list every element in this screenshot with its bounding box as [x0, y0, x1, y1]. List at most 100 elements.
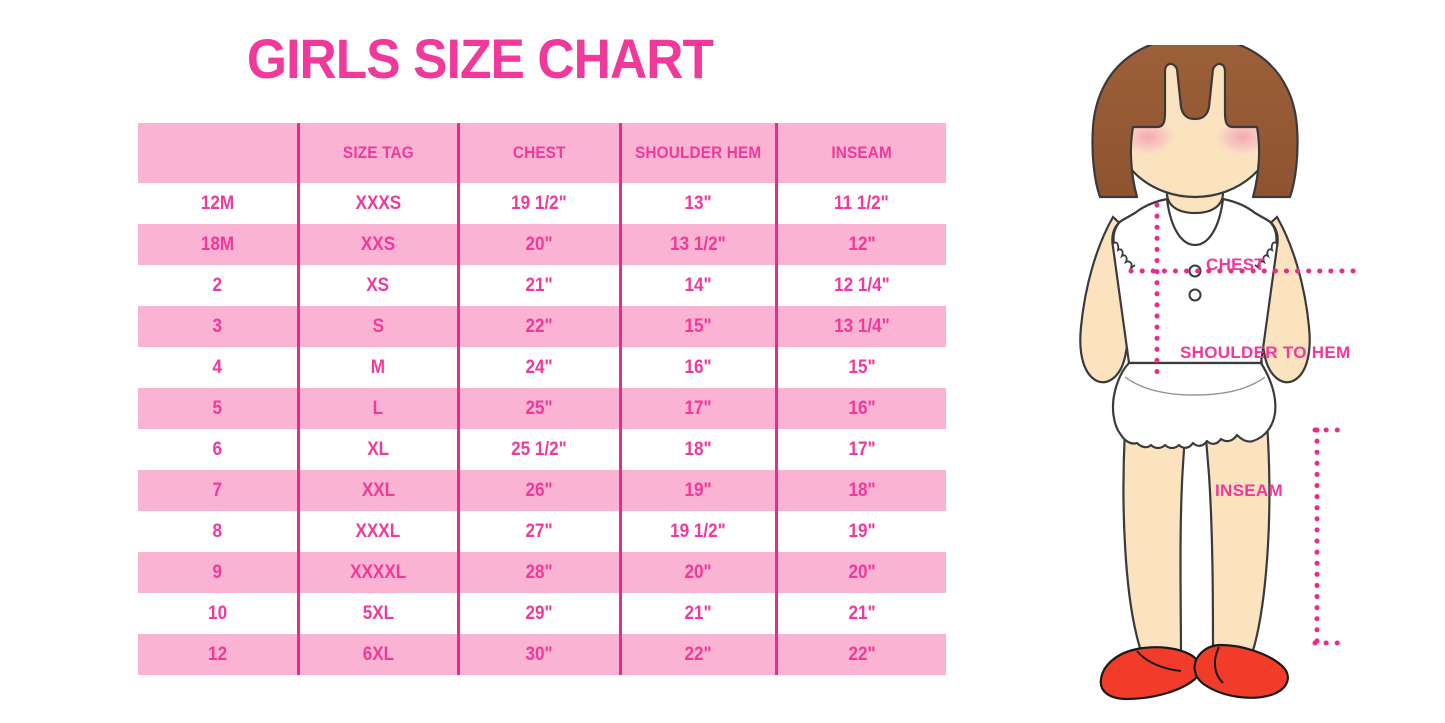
cell-chest-value: 24"	[525, 356, 553, 378]
cell-size-value: 12M	[200, 192, 234, 214]
cell-shoulder-hem: 19 1/2"	[618, 511, 776, 552]
cell-shoulder-hem-value: 20"	[684, 561, 712, 583]
column-header-size-tag: SIZE TAG	[296, 123, 458, 183]
table-header-row: SIZE TAG CHEST SHOULDER HEM INSEAM	[138, 123, 946, 183]
table-row: 6 XL 25 1/2" 18" 17"	[138, 429, 946, 470]
cell-shoulder-hem: 13"	[618, 183, 776, 224]
cell-size-value: 12	[207, 643, 227, 665]
cell-shoulder-hem: 20"	[618, 552, 776, 593]
cell-size: 2	[138, 265, 298, 306]
cell-shoulder-hem: 18"	[618, 429, 776, 470]
cell-size-tag-value: XXXS	[355, 192, 401, 214]
cell-shoulder-hem-value: 14"	[684, 274, 712, 296]
cell-size-tag-value: 5XL	[362, 602, 394, 624]
cell-size-tag: 5XL	[296, 593, 458, 634]
table-row: 9 XXXXL 28" 20" 20"	[138, 552, 946, 593]
cell-size: 18M	[138, 224, 298, 265]
cell-shoulder-hem-value: 15"	[684, 315, 712, 337]
cell-inseam-value: 22"	[848, 643, 876, 665]
cell-shoulder-hem-value: 13 1/2"	[670, 233, 726, 255]
cell-size-tag: 6XL	[296, 634, 458, 675]
cell-size: 9	[138, 552, 298, 593]
cell-size-value: 9	[212, 561, 223, 583]
cell-inseam-value: 19"	[848, 520, 876, 542]
cell-chest: 19 1/2"	[456, 183, 620, 224]
table-row: 12 6XL 30" 22" 22"	[138, 634, 946, 675]
cell-size-value: 8	[212, 520, 223, 542]
cell-chest: 29"	[456, 593, 620, 634]
cell-inseam-value: 13 1/4"	[833, 315, 890, 337]
column-header-chest-label: CHEST	[512, 143, 566, 162]
cell-chest: 28"	[456, 552, 620, 593]
inseam-callout-label: INSEAM	[1215, 481, 1283, 500]
cell-size-value: 6	[212, 438, 223, 460]
cell-inseam: 22"	[774, 634, 946, 675]
cell-chest-value: 22"	[525, 315, 553, 337]
cell-size-value: 10	[207, 602, 227, 624]
cell-inseam-value: 20"	[848, 561, 876, 583]
cell-size-tag-value: S	[372, 315, 384, 337]
cell-shoulder-hem: 14"	[618, 265, 776, 306]
cell-inseam-value: 12"	[848, 233, 876, 255]
button-lower	[1188, 288, 1202, 302]
table-row: 7 XXL 26" 19" 18"	[138, 470, 946, 511]
cell-size: 12M	[138, 183, 298, 224]
chest-callout-label: CHEST	[1206, 255, 1266, 274]
skirt-garment	[1111, 361, 1277, 450]
cell-shoulder-hem: 19"	[618, 470, 776, 511]
cell-size-tag-value: M	[370, 356, 386, 378]
cell-chest-value: 28"	[525, 561, 553, 583]
cell-inseam: 18"	[774, 470, 946, 511]
top-garment	[1111, 197, 1279, 365]
cell-shoulder-hem: 21"	[618, 593, 776, 634]
cell-shoulder-hem-value: 19 1/2"	[670, 520, 726, 542]
cell-shoulder-hem-value: 21"	[684, 602, 712, 624]
cell-chest: 25"	[456, 388, 620, 429]
table-row: 4 M 24" 16" 15"	[138, 347, 946, 388]
cell-size: 12	[138, 634, 298, 675]
cell-size-value: 7	[212, 479, 223, 501]
cell-size-value: 5	[212, 397, 223, 419]
cell-size: 6	[138, 429, 298, 470]
table-row: 3 S 22" 15" 13 1/4"	[138, 306, 946, 347]
cell-size-tag: S	[296, 306, 458, 347]
cell-inseam: 20"	[774, 552, 946, 593]
cell-inseam-value: 12 1/4"	[833, 274, 890, 296]
cell-shoulder-hem: 17"	[618, 388, 776, 429]
head-group	[1091, 35, 1299, 199]
cell-size: 3	[138, 306, 298, 347]
cell-chest: 25 1/2"	[456, 429, 620, 470]
cell-shoulder-hem-value: 13"	[684, 192, 712, 214]
shoes-group	[1099, 643, 1289, 701]
cell-size: 7	[138, 470, 298, 511]
cell-chest-value: 20"	[525, 233, 553, 255]
cell-size: 8	[138, 511, 298, 552]
cell-inseam: 12"	[774, 224, 946, 265]
cell-shoulder-hem-value: 22"	[684, 643, 712, 665]
cell-inseam-value: 15"	[848, 356, 876, 378]
cell-size-tag-value: 6XL	[362, 643, 394, 665]
cell-size-tag: XXL	[296, 470, 458, 511]
cell-chest: 26"	[456, 470, 620, 511]
cell-inseam-value: 21"	[848, 602, 876, 624]
cell-size-tag: L	[296, 388, 458, 429]
shoe-left	[1099, 646, 1201, 701]
cell-inseam: 19"	[774, 511, 946, 552]
cell-chest-value: 27"	[525, 520, 553, 542]
column-header-inseam-label: INSEAM	[831, 143, 893, 162]
shoe-right	[1193, 643, 1289, 699]
table-row: 5 L 25" 17" 16"	[138, 388, 946, 429]
shoulder-to-hem-callout-label: SHOULDER TO HEM	[1180, 343, 1351, 362]
cell-inseam: 16"	[774, 388, 946, 429]
column-header-shoulder-hem: SHOULDER HEM	[618, 123, 776, 183]
cell-size: 4	[138, 347, 298, 388]
size-chart-table: SIZE TAG CHEST SHOULDER HEM INSEAM 12M XX…	[138, 123, 946, 675]
cell-chest-value: 19 1/2"	[511, 192, 567, 214]
cell-inseam: 13 1/4"	[774, 306, 946, 347]
cell-chest-value: 25"	[525, 397, 553, 419]
cell-chest: 22"	[456, 306, 620, 347]
cell-chest: 21"	[456, 265, 620, 306]
table-row: 10 5XL 29" 21" 21"	[138, 593, 946, 634]
cell-inseam: 15"	[774, 347, 946, 388]
table-row: 8 XXXL 27" 19 1/2" 19"	[138, 511, 946, 552]
